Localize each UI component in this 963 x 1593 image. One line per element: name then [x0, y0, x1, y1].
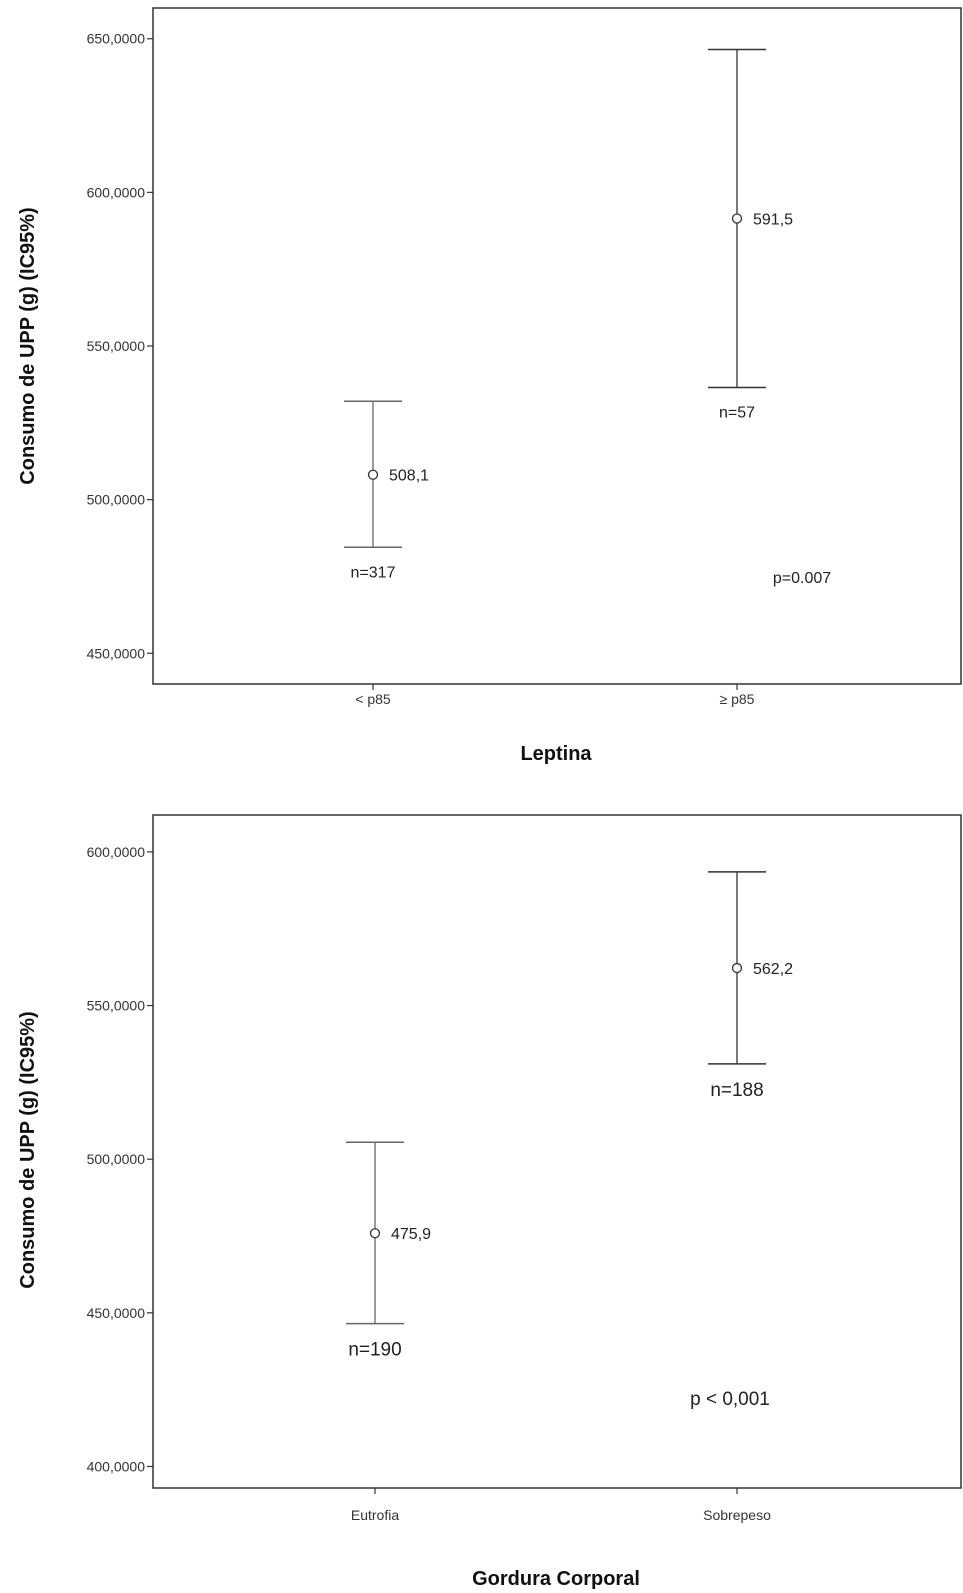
- gordura-corporal-chart: Consumo de UPP (g) (IC95%) Gordura Corpo…: [17, 814, 962, 1590]
- p-value-label: p < 0,001: [690, 1389, 770, 1410]
- y-tick-label: 600,0000: [87, 184, 146, 200]
- y-tick-label: 450,0000: [87, 645, 146, 661]
- x-axis-title: Leptina: [520, 743, 592, 765]
- y-tick-label: 600,0000: [87, 844, 146, 860]
- y-axis-title: Consumo de UPP (g) (IC95%): [17, 207, 39, 484]
- x-axis-title: Gordura Corporal: [472, 1568, 640, 1590]
- plot-frame: [152, 7, 962, 685]
- y-tick-label: 550,0000: [87, 998, 146, 1014]
- y-tick-label: 400,0000: [87, 1458, 146, 1474]
- plot-frame: [152, 814, 962, 1489]
- x-axis-ticks: < p85 ≥ p85: [355, 684, 755, 707]
- n-label: n=57: [719, 404, 755, 421]
- mean-label: 508,1: [389, 468, 429, 485]
- error-bars: 508,1 n=317 591,5 n=57: [344, 48, 793, 581]
- leptina-chart: Consumo de UPP (g) (IC95%) Leptina 450,0…: [17, 7, 962, 765]
- y-axis-ticks: 400,0000 450,0000 500,0000 550,0000 600,0000: [87, 844, 153, 1474]
- x-tick-label: < p85: [355, 691, 391, 707]
- x-tick-label: ≥ p85: [720, 691, 755, 707]
- x-tick-label: Eutrofia: [351, 1507, 399, 1523]
- n-label: n=190: [348, 1340, 401, 1361]
- n-label: n=188: [710, 1080, 763, 1101]
- y-axis-ticks: 450,0000 500,0000 550,0000 600,0000 650,0000: [87, 31, 153, 661]
- mean-point: [731, 213, 743, 224]
- y-tick-label: 650,0000: [87, 31, 146, 47]
- mean-point: [731, 962, 743, 974]
- y-tick-label: 500,0000: [87, 492, 146, 508]
- y-tick-label: 450,0000: [87, 1305, 146, 1321]
- mean-label: 562,2: [753, 961, 793, 978]
- mean-label: 475,9: [391, 1226, 431, 1243]
- y-axis-title: Consumo de UPP (g) (IC95%): [17, 1011, 39, 1288]
- y-tick-label: 500,0000: [87, 1151, 146, 1167]
- x-axis-ticks: Eutrofia Sobrepeso: [351, 1488, 771, 1523]
- p-value-label: p=0.007: [773, 570, 831, 587]
- mean-point: [367, 469, 379, 480]
- n-label: n=317: [351, 564, 396, 581]
- x-tick-label: Sobrepeso: [703, 1507, 771, 1523]
- error-bars: 475,9 n=190 562,2 n=188: [346, 871, 793, 1361]
- mean-point: [369, 1228, 381, 1239]
- y-tick-label: 550,0000: [87, 338, 146, 354]
- mean-label: 591,5: [753, 211, 793, 228]
